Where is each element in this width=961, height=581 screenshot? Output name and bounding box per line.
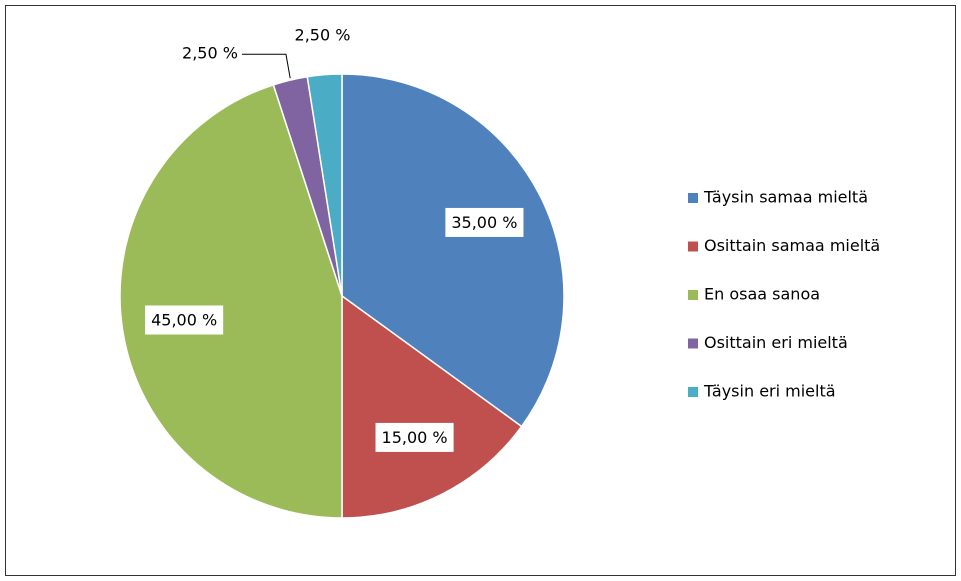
data-label: 35,00 % <box>451 213 517 232</box>
legend-swatch <box>688 193 698 203</box>
data-label: 2,50 % <box>295 26 351 45</box>
legend-label: Täysin samaa mieltä <box>703 188 868 207</box>
data-label-bg <box>375 422 454 452</box>
data-label: 15,00 % <box>382 428 448 447</box>
pie-slice <box>306 73 343 297</box>
data-label: 2,50 % <box>182 44 238 63</box>
pie-slice <box>341 294 523 519</box>
legend-swatch <box>688 338 698 349</box>
data-label-bg <box>145 305 224 335</box>
legend-label: Täysin eri mieltä <box>703 382 836 401</box>
pie-slice <box>119 83 343 519</box>
legend-swatch <box>688 290 698 300</box>
pie-slice <box>341 73 565 428</box>
legend-label: Osittain eri mieltä <box>704 333 848 352</box>
legend-swatch <box>688 241 698 252</box>
data-label-bg <box>445 207 524 237</box>
legend-label: Osittain samaa mieltä <box>704 236 880 255</box>
data-label: 45,00 % <box>151 311 217 330</box>
legend-swatch <box>688 387 698 397</box>
legend-label: En osaa sanoa <box>704 285 820 304</box>
leader-line <box>241 53 291 79</box>
